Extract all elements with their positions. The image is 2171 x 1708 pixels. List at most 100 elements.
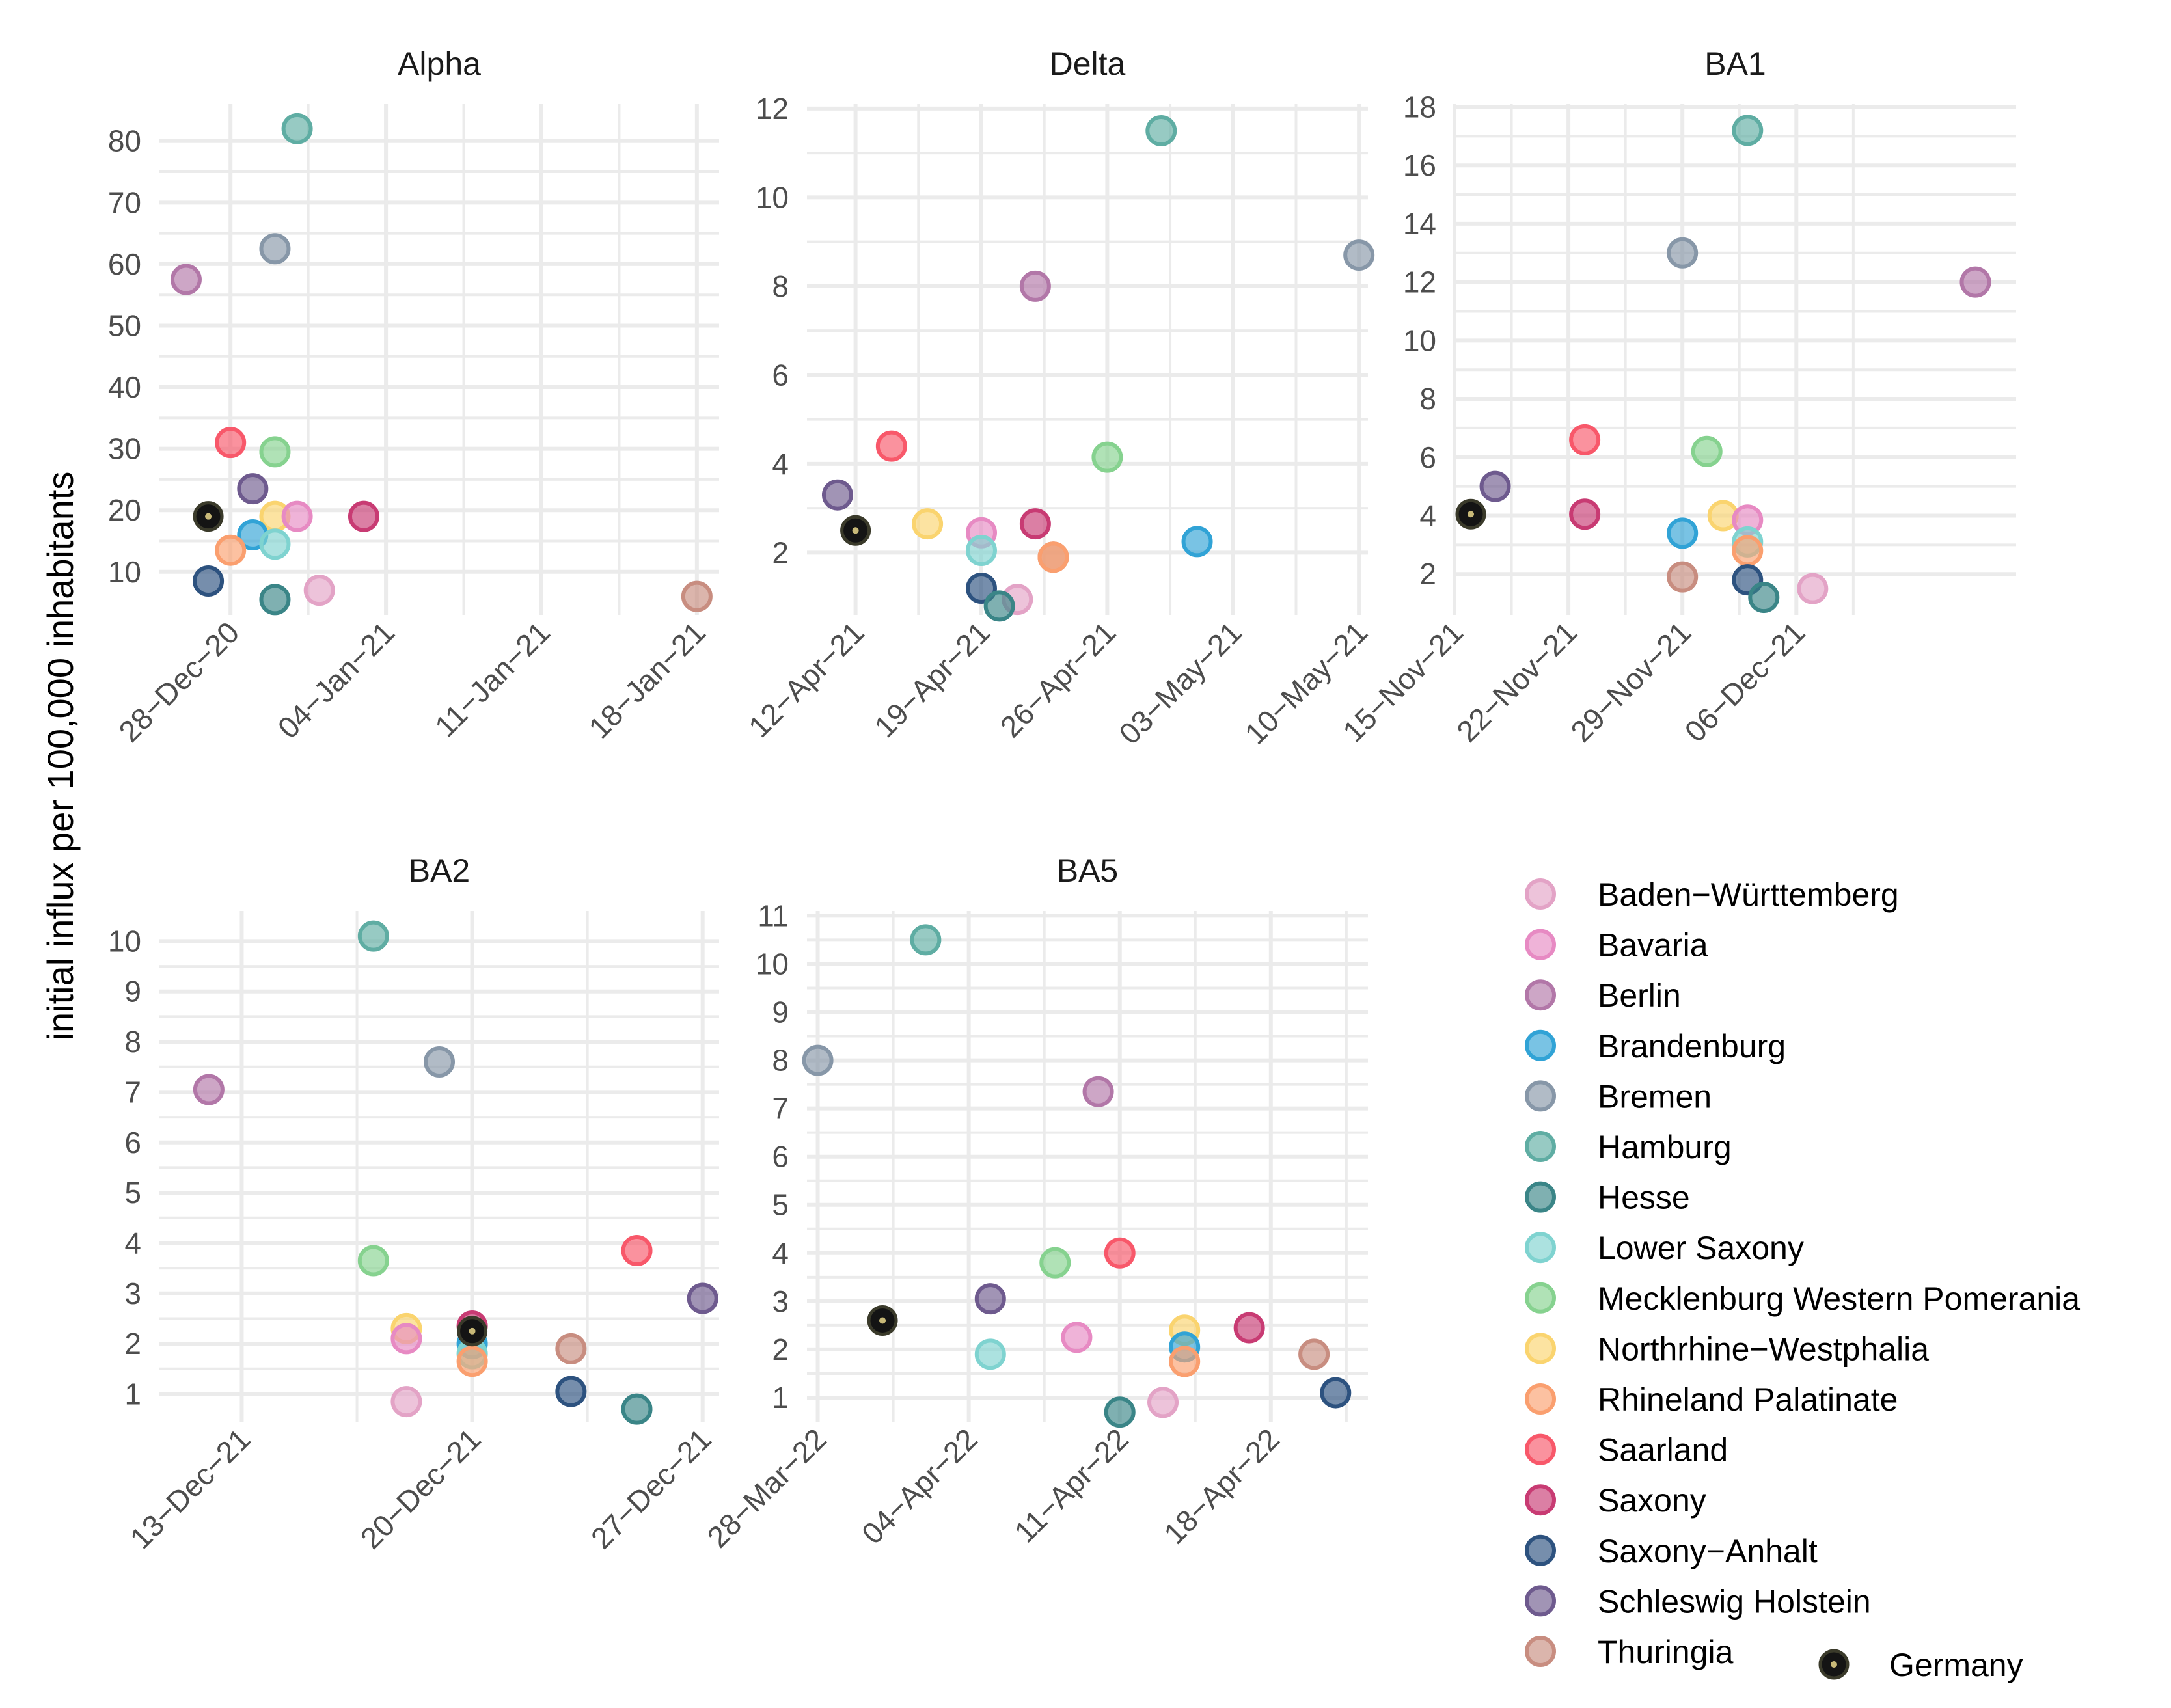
point-baden-wurttemberg	[1797, 573, 1829, 604]
point-bremen	[802, 1044, 834, 1076]
point-schleswig-holstein	[974, 1283, 1006, 1315]
x-tick-label: 28−Mar−22	[701, 1422, 833, 1554]
legend-swatch	[1525, 1080, 1556, 1112]
y-tick-label: 9	[124, 975, 141, 1009]
panel-title: BA1	[1704, 46, 1766, 82]
y-tick-label: 7	[772, 1092, 789, 1126]
point-germany	[457, 1316, 488, 1347]
point-saxony-anhalt	[1320, 1377, 1352, 1409]
y-tick-label: 9	[772, 996, 789, 1029]
legend-item-mecklenburg-western-pomerania: Mecklenburg Western Pomerania	[1525, 1281, 2080, 1317]
y-tick-label: 5	[124, 1176, 141, 1210]
point-mecklenburg-western-pomerania	[259, 436, 291, 468]
germany-marker-dot	[1468, 511, 1475, 518]
point-saarland	[1104, 1237, 1136, 1269]
point-hesse	[259, 584, 291, 616]
point-bremen	[1343, 239, 1375, 271]
legend-item-rhineland-palatinate: Rhineland Palatinate	[1525, 1381, 1898, 1418]
y-tick-label: 7	[124, 1075, 141, 1109]
panel-title: Delta	[1050, 46, 1126, 82]
y-tick-label: 3	[124, 1277, 141, 1310]
x-tick-label: 12−Apr−21	[742, 615, 871, 744]
legend-label: Lower Saxony	[1598, 1230, 1804, 1266]
legend-swatch	[1525, 1585, 1556, 1617]
y-tick-label: 10	[756, 947, 789, 981]
legend-item-baden-wurttemberg: Baden−Württemberg	[1525, 876, 1899, 913]
germany-marker-dot	[469, 1327, 476, 1335]
point-baden-wurttemberg	[303, 575, 335, 606]
point-saxony	[1569, 498, 1601, 530]
point-berlin	[170, 264, 202, 295]
y-tick-label: 2	[1419, 557, 1436, 591]
x-tick-label: 18−Apr−22	[1157, 1422, 1286, 1551]
legend-item-germany: Germany	[1818, 1647, 2023, 1683]
legend: Baden−Württemberg Bavaria Berlin Brandenbur…	[1525, 876, 2080, 1683]
y-tick-label: 11	[758, 899, 789, 932]
y-tick-label: 1	[124, 1377, 141, 1411]
legend-swatch	[1525, 1282, 1556, 1314]
point-germany	[1455, 498, 1486, 530]
point-schleswig-holstein	[687, 1282, 718, 1314]
panel-title: BA2	[409, 852, 471, 889]
y-axis-label: initial influx per 100,000 inhabitants	[40, 472, 81, 1041]
legend-swatch	[1525, 878, 1556, 910]
y-tick-label: 4	[124, 1226, 141, 1260]
y-tick-label: 8	[1419, 382, 1436, 416]
point-bavaria	[390, 1323, 422, 1355]
legend-label: Hamburg	[1598, 1129, 1732, 1165]
point-berlin	[1959, 266, 1991, 298]
point-bremen	[1667, 237, 1699, 269]
point-lower-saxony	[259, 528, 291, 560]
y-tick-label: 4	[772, 1236, 789, 1270]
legend-label: Mecklenburg Western Pomerania	[1598, 1281, 2080, 1317]
legend-label: Bavaria	[1598, 927, 1708, 964]
panel-ba2: 1 2 3 4 5 6 7 8 9 10 13−Dec−21 20−Dec−21 27−Dec−21 BA…	[108, 852, 719, 1555]
y-tick-label: 10	[1403, 323, 1436, 357]
panels: 10 20 30 40 50 60 70 80 28−Dec−20 04−Jan−21 11−Jan…	[108, 46, 2016, 1555]
point-germany	[867, 1305, 898, 1336]
y-tick-label: 5	[772, 1188, 789, 1222]
x-tick-label: 04−Apr−22	[855, 1422, 984, 1551]
legend-item-saxony: Saxony	[1525, 1482, 1706, 1519]
point-brandenburg	[1667, 517, 1699, 549]
y-tick-label: 60	[108, 247, 141, 281]
legend-label: Hesse	[1598, 1180, 1690, 1216]
germany-marker-dot	[879, 1317, 886, 1324]
point-thuringia	[1667, 561, 1699, 593]
legend-label: Saxony	[1598, 1482, 1706, 1519]
y-tick-label: 1	[772, 1381, 789, 1415]
y-tick-label: 16	[1403, 148, 1436, 182]
point-northrhine-westphalia	[912, 508, 944, 540]
point-thuringia	[555, 1333, 587, 1364]
point-bremen	[424, 1046, 455, 1078]
legend-item-lower-saxony: Lower Saxony	[1525, 1230, 1804, 1266]
x-tick-label: 06−Dec−21	[1678, 615, 1811, 748]
legend-item-thuringia: Thuringia	[1525, 1634, 1734, 1670]
point-bremen	[259, 233, 291, 265]
legend-swatch	[1525, 1534, 1556, 1566]
point-saarland	[875, 430, 907, 462]
point-mecklenburg-western-pomerania	[1091, 441, 1123, 473]
panel-delta: 2 4 6 8 10 12 12−Apr−2119−Apr−2126−Apr−2103−Ma…	[742, 46, 1375, 751]
legend-label: Saxony−Anhalt	[1598, 1533, 1818, 1569]
x-tick-label: 28−Dec−20	[112, 615, 245, 748]
point-germany	[840, 515, 871, 546]
y-tick-label: 6	[772, 358, 789, 392]
legend-swatch	[1525, 1636, 1556, 1667]
legend-label: Bremen	[1598, 1078, 1712, 1115]
legend-label: Baden−Württemberg	[1598, 876, 1899, 913]
legend-item-northrhine-westphalia: Northrhine−Westphalia	[1525, 1331, 1929, 1367]
point-mecklenburg-western-pomerania	[1039, 1247, 1071, 1279]
panel-ba1: 2468101214161815−Nov−2122−Nov−2129−Nov−2…	[1336, 46, 2016, 748]
panel-ba5: 1 2 3 4 5 6 7 8 9 10 11 28−Mar−22 04−Apr−22 11−Apr−22…	[701, 852, 1368, 1554]
y-tick-label: 6	[772, 1140, 789, 1174]
legend-item-berlin: Berlin	[1525, 977, 1681, 1014]
point-bavaria	[281, 500, 313, 532]
y-tick-label: 6	[124, 1126, 141, 1159]
y-tick-label: 6	[1419, 441, 1436, 474]
x-tick-label: 22−Nov−21	[1450, 615, 1583, 748]
legend-swatch	[1525, 1333, 1556, 1364]
legend-item-schleswig-holstein: Schleswig Holstein	[1525, 1583, 1871, 1620]
point-lower-saxony	[974, 1338, 1006, 1370]
